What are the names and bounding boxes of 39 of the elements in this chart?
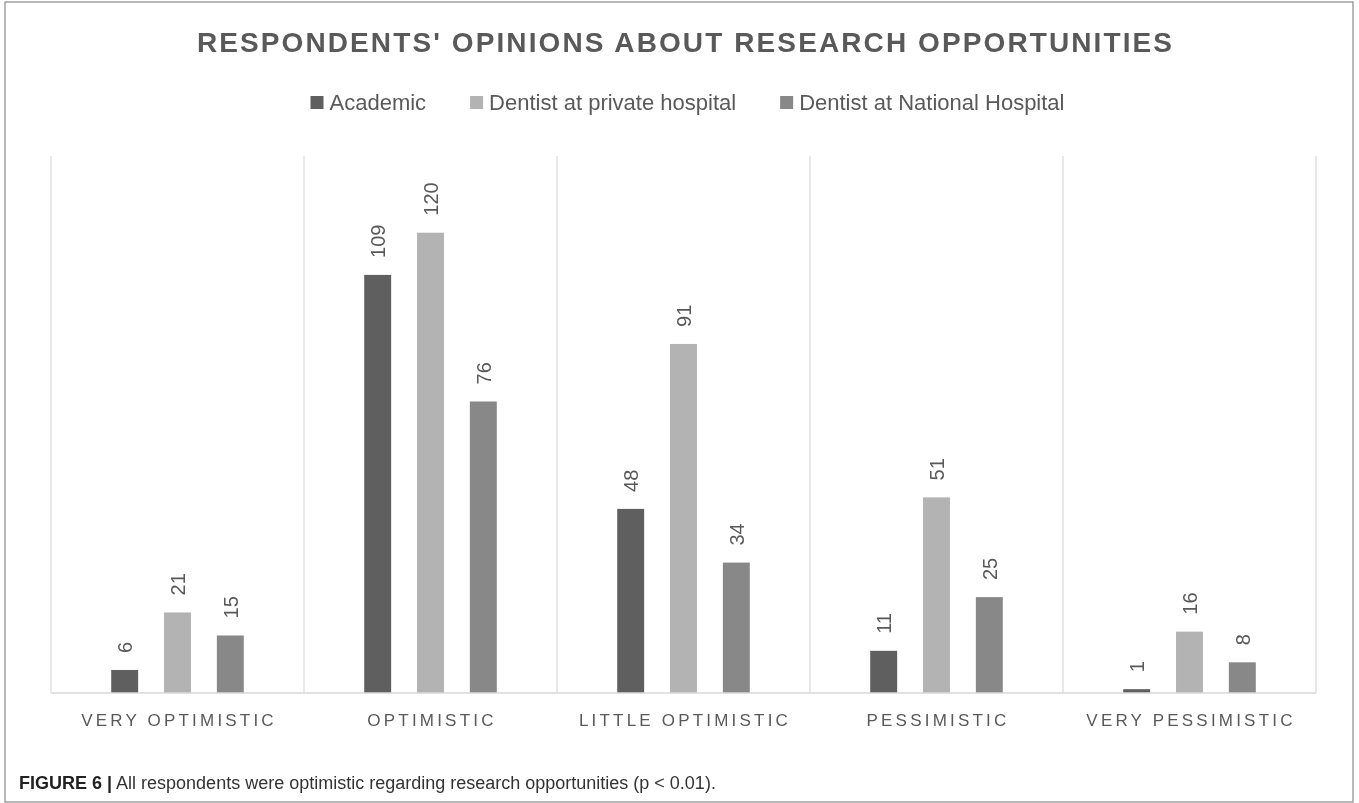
caption: FIGURE 6 | All respondents were optimistic regarding research opportunities (p < 0.01). [19, 773, 716, 793]
data-label: 48 [619, 469, 642, 492]
bar [469, 401, 497, 693]
chart-title: RESPONDENTS' OPINIONS ABOUT RESEARCH OPPORTUNITIES [196, 27, 1175, 58]
x-tick-label: PESSIMISTIC [866, 711, 1010, 730]
bar [1176, 631, 1203, 693]
data-label: 25 [978, 557, 1001, 581]
data-label: 91 [672, 304, 695, 327]
bar [417, 232, 444, 693]
bar [617, 508, 645, 693]
bar [1228, 662, 1256, 693]
data-label: 34 [725, 523, 748, 546]
data-label: 15 [219, 596, 242, 619]
bar [670, 343, 697, 693]
bar [216, 635, 244, 693]
x-tick-label: VERY PESSIMISTIC [1086, 711, 1296, 730]
data-label: 120 [419, 182, 442, 216]
x-tick-label: OPTIMISTIC [367, 711, 497, 730]
bar [111, 669, 139, 693]
data-label: 11 [872, 613, 895, 634]
legend-label: Dentist at National Hospital [799, 90, 1065, 115]
x-tick-label: LITTLE OPTIMISTIC [578, 711, 792, 730]
x-tick-label: VERY OPTIMISTIC [81, 711, 277, 730]
data-label: 6 [113, 641, 136, 653]
bar [722, 562, 750, 693]
bar [364, 274, 392, 693]
bar [164, 612, 191, 693]
data-label: 8 [1231, 634, 1254, 646]
data-label: 109 [366, 224, 389, 258]
data-label: 76 [472, 362, 495, 385]
data-label: 21 [166, 573, 189, 596]
legend-label: Dentist at private hospital [489, 90, 737, 115]
bar [975, 597, 1003, 693]
data-label: 1 [1125, 661, 1148, 673]
bar [870, 650, 898, 693]
data-label: 16 [1178, 592, 1201, 615]
bar [923, 497, 950, 693]
data-label: 51 [925, 458, 948, 481]
legend-label: Academic [329, 90, 427, 115]
